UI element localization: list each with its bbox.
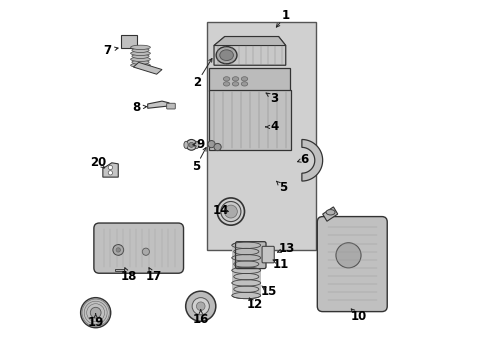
Text: 11: 11 — [272, 258, 288, 271]
Ellipse shape — [231, 255, 260, 261]
Polygon shape — [322, 207, 337, 221]
Circle shape — [335, 243, 360, 268]
FancyBboxPatch shape — [235, 242, 265, 269]
Text: 5: 5 — [279, 181, 287, 194]
Text: 13: 13 — [278, 242, 294, 255]
Text: 12: 12 — [246, 298, 263, 311]
FancyBboxPatch shape — [209, 68, 289, 91]
Text: 2: 2 — [193, 76, 201, 89]
Ellipse shape — [223, 82, 229, 86]
Circle shape — [224, 205, 237, 218]
Ellipse shape — [232, 82, 238, 86]
Circle shape — [142, 248, 149, 255]
Circle shape — [196, 302, 204, 311]
Circle shape — [214, 143, 221, 150]
Ellipse shape — [233, 273, 258, 280]
Ellipse shape — [216, 46, 237, 64]
Ellipse shape — [241, 82, 247, 86]
Circle shape — [81, 298, 110, 328]
Circle shape — [185, 291, 215, 321]
Text: 6: 6 — [300, 153, 308, 166]
FancyBboxPatch shape — [94, 223, 183, 273]
Circle shape — [221, 202, 241, 222]
Text: 10: 10 — [350, 310, 366, 323]
FancyBboxPatch shape — [232, 245, 260, 296]
Text: 8: 8 — [132, 101, 140, 114]
Ellipse shape — [233, 261, 258, 267]
Circle shape — [207, 140, 215, 148]
Ellipse shape — [194, 141, 199, 148]
Ellipse shape — [325, 210, 334, 215]
Text: 7: 7 — [103, 44, 111, 57]
Text: 1: 1 — [281, 9, 289, 22]
Ellipse shape — [183, 141, 188, 148]
FancyBboxPatch shape — [208, 90, 290, 150]
Ellipse shape — [231, 280, 260, 286]
FancyBboxPatch shape — [166, 103, 175, 109]
Polygon shape — [115, 269, 124, 271]
Ellipse shape — [132, 48, 149, 53]
Circle shape — [113, 244, 123, 255]
Ellipse shape — [130, 63, 150, 67]
Ellipse shape — [223, 77, 229, 81]
Ellipse shape — [132, 54, 149, 58]
Ellipse shape — [233, 286, 258, 292]
Circle shape — [108, 171, 112, 175]
Text: 14: 14 — [213, 204, 229, 217]
Text: 16: 16 — [192, 312, 208, 326]
Polygon shape — [214, 37, 285, 45]
Text: 5: 5 — [192, 160, 200, 173]
Text: 19: 19 — [87, 316, 103, 329]
Polygon shape — [301, 139, 322, 181]
FancyBboxPatch shape — [317, 217, 386, 312]
Ellipse shape — [132, 60, 149, 64]
FancyBboxPatch shape — [206, 22, 316, 250]
Ellipse shape — [233, 248, 258, 255]
Polygon shape — [133, 62, 162, 74]
Circle shape — [188, 142, 194, 147]
Text: 9: 9 — [196, 138, 204, 150]
Text: 4: 4 — [270, 121, 279, 134]
Circle shape — [90, 307, 101, 318]
Text: 20: 20 — [90, 156, 106, 169]
Ellipse shape — [241, 77, 247, 81]
Text: 15: 15 — [260, 285, 277, 298]
Polygon shape — [102, 163, 118, 177]
Ellipse shape — [231, 242, 260, 248]
Ellipse shape — [130, 45, 150, 49]
Ellipse shape — [231, 292, 260, 299]
Text: 17: 17 — [146, 270, 162, 283]
Text: 3: 3 — [269, 92, 277, 105]
Ellipse shape — [130, 51, 150, 55]
FancyBboxPatch shape — [262, 246, 274, 263]
Ellipse shape — [219, 50, 233, 60]
Circle shape — [192, 298, 209, 315]
Circle shape — [116, 248, 120, 252]
FancyBboxPatch shape — [121, 35, 137, 48]
Circle shape — [108, 165, 112, 170]
Polygon shape — [214, 37, 285, 65]
Polygon shape — [147, 101, 169, 108]
Text: 18: 18 — [121, 270, 137, 283]
Ellipse shape — [130, 57, 150, 62]
Ellipse shape — [231, 267, 260, 274]
Circle shape — [185, 139, 196, 150]
Ellipse shape — [232, 77, 238, 81]
